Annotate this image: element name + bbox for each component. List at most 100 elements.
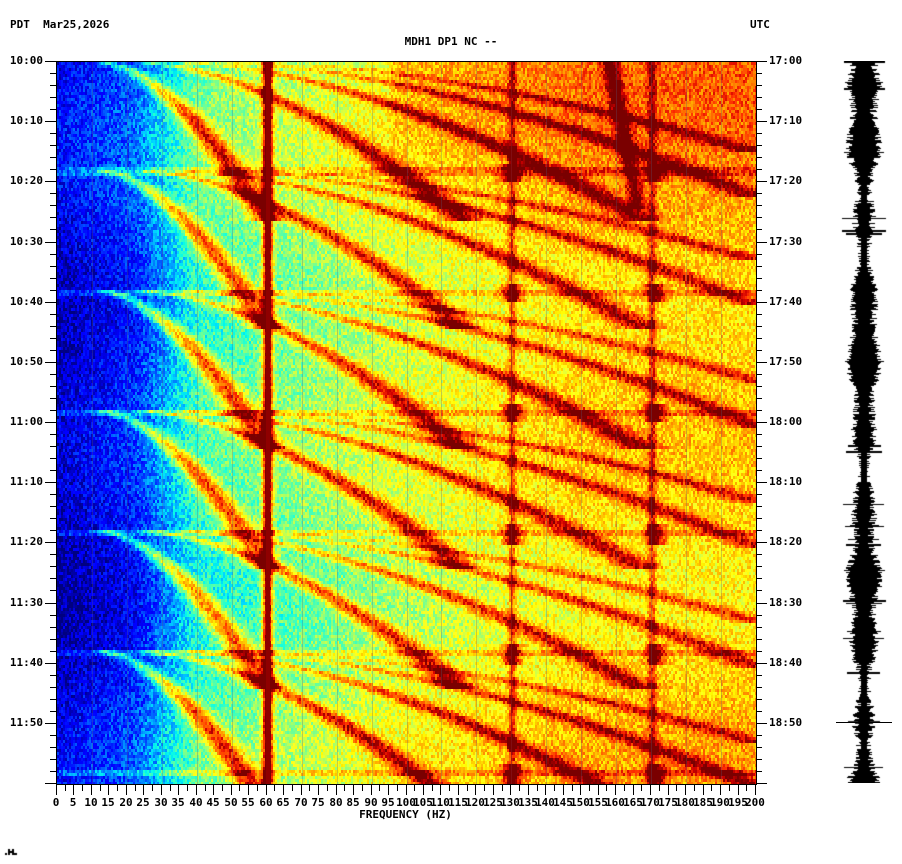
- time-tick-minor: [50, 675, 56, 676]
- freq-axis-label: 150: [570, 796, 590, 809]
- freq-tick-minor: [449, 785, 450, 791]
- freq-tick-minor: [432, 785, 433, 791]
- pdt-time-label: 11:00: [9, 415, 43, 428]
- freq-tick-major: [738, 785, 739, 795]
- pdt-time-label: 11:50: [9, 716, 43, 729]
- freq-tick-major: [423, 785, 424, 795]
- freq-axis-label: 135: [518, 796, 538, 809]
- time-tick-minor: [756, 639, 762, 640]
- time-tick-minor: [50, 687, 56, 688]
- time-tick-minor: [756, 217, 762, 218]
- freq-axis-label: 125: [483, 796, 503, 809]
- time-tick-minor: [50, 229, 56, 230]
- freq-axis-label: 30: [154, 796, 168, 809]
- spectrogram-plot[interactable]: [56, 61, 757, 785]
- freq-tick-major: [685, 785, 686, 795]
- time-tick-minor: [50, 747, 56, 748]
- time-tick-minor: [756, 578, 762, 579]
- time-tick-major: [45, 482, 56, 483]
- time-tick-minor: [756, 506, 762, 507]
- freq-tick-minor: [379, 785, 380, 791]
- time-tick-minor: [50, 494, 56, 495]
- freq-axis-label: 190: [710, 796, 730, 809]
- freq-tick-major: [143, 785, 144, 795]
- freq-tick-minor: [362, 785, 363, 791]
- time-tick-minor: [756, 410, 762, 411]
- freq-axis-label: 90: [364, 796, 378, 809]
- freq-tick-minor: [327, 785, 328, 791]
- time-tick-minor: [756, 771, 762, 772]
- time-tick-minor: [756, 85, 762, 86]
- seismogram-trace-panel: [836, 61, 892, 783]
- utc-time-label: 17:30: [769, 235, 803, 248]
- freq-tick-major: [563, 785, 564, 795]
- freq-tick-major: [598, 785, 599, 795]
- time-tick-major: [45, 181, 56, 182]
- pdt-time-label: 11:30: [9, 596, 43, 609]
- freq-tick-major: [73, 785, 74, 795]
- freq-tick-minor: [502, 785, 503, 791]
- freq-tick-major: [458, 785, 459, 795]
- freq-tick-major: [266, 785, 267, 795]
- freq-tick-minor: [135, 785, 136, 791]
- time-tick-minor: [756, 374, 762, 375]
- freq-tick-major: [126, 785, 127, 795]
- time-tick-minor: [50, 193, 56, 194]
- freq-tick-minor: [397, 785, 398, 791]
- frequency-axis-title: FREQUENCY (HZ): [359, 808, 452, 821]
- freq-axis-label: 110: [430, 796, 450, 809]
- freq-axis-label: 155: [588, 796, 608, 809]
- freq-tick-major: [161, 785, 162, 795]
- utc-time-label: 18:30: [769, 596, 803, 609]
- time-tick-minor: [50, 759, 56, 760]
- freq-tick-major: [650, 785, 651, 795]
- time-tick-minor: [756, 169, 762, 170]
- time-tick-minor: [50, 145, 56, 146]
- time-tick-major: [756, 61, 767, 62]
- time-tick-minor: [50, 217, 56, 218]
- time-tick-minor: [50, 518, 56, 519]
- time-tick-major: [45, 242, 56, 243]
- time-tick-minor: [50, 157, 56, 158]
- freq-tick-minor: [694, 785, 695, 791]
- time-tick-minor: [50, 398, 56, 399]
- freq-tick-major: [108, 785, 109, 795]
- time-tick-minor: [756, 651, 762, 652]
- time-tick-minor: [756, 314, 762, 315]
- freq-tick-minor: [606, 785, 607, 791]
- freq-tick-major: [510, 785, 511, 795]
- time-tick-minor: [756, 518, 762, 519]
- freq-tick-minor: [187, 785, 188, 791]
- time-tick-minor: [756, 254, 762, 255]
- freq-tick-major: [56, 785, 57, 795]
- time-tick-minor: [756, 494, 762, 495]
- freq-axis-label: 165: [623, 796, 643, 809]
- time-tick-major: [756, 242, 767, 243]
- time-tick-minor: [756, 290, 762, 291]
- time-tick-minor: [756, 398, 762, 399]
- freq-axis-label: 10: [84, 796, 98, 809]
- freq-axis-label: 185: [693, 796, 713, 809]
- time-tick-minor: [756, 97, 762, 98]
- time-tick-minor: [756, 278, 762, 279]
- freq-tick-major: [528, 785, 529, 795]
- freq-tick-major: [580, 785, 581, 795]
- time-tick-minor: [50, 699, 56, 700]
- freq-axis-label: 105: [413, 796, 433, 809]
- time-tick-minor: [50, 386, 56, 387]
- freq-axis-label: 120: [465, 796, 485, 809]
- freq-tick-major: [213, 785, 214, 795]
- freq-tick-minor: [572, 785, 573, 791]
- time-tick-major: [756, 302, 767, 303]
- freq-axis-label: 5: [69, 796, 77, 809]
- utc-time-label: 17:50: [769, 355, 803, 368]
- time-tick-minor: [50, 338, 56, 339]
- freq-axis-label: 50: [224, 796, 238, 809]
- freq-tick-major: [318, 785, 319, 795]
- freq-tick-minor: [659, 785, 660, 791]
- time-tick-major: [756, 181, 767, 182]
- time-tick-minor: [50, 73, 56, 74]
- freq-axis-label: 80: [329, 796, 343, 809]
- freq-tick-minor: [274, 785, 275, 791]
- freq-axis-label: 25: [136, 796, 150, 809]
